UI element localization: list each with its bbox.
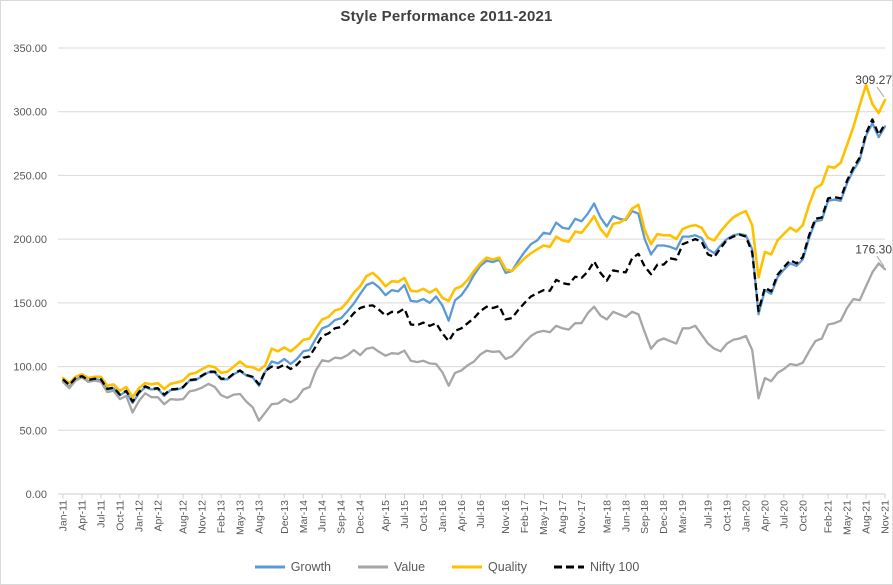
legend-key-growth-line: [254, 565, 285, 569]
x-tick-label: Feb-17: [519, 500, 531, 533]
y-tick-label: 0.00: [26, 489, 47, 501]
y-tick-label: 250.00: [13, 170, 47, 182]
x-tick-label: Apr-20: [759, 500, 771, 532]
legend-item-quality: Quality: [451, 560, 527, 574]
x-tick-label: Dec-18: [658, 500, 670, 534]
x-tick-label: Apr-15: [380, 500, 392, 532]
series-line-growth: [61, 122, 887, 405]
x-tick-label: Nov-12: [197, 500, 209, 534]
x-tick-label: Aug-17: [557, 500, 569, 534]
legend-label: Nifty 100: [589, 560, 640, 574]
x-tick-label: Mar-18: [601, 500, 613, 533]
x-tick-label: Aug-12: [178, 500, 190, 534]
x-tick-label: Jan-12: [133, 500, 145, 532]
legend: Growth Value Quality Nifty 100: [1, 557, 892, 577]
series-line-value: [61, 262, 887, 422]
x-tick-label: Oct-20: [797, 500, 809, 532]
x-tick-label: Aug-13: [254, 500, 266, 534]
data-label-leader-line: [876, 86, 885, 98]
x-tick-label: Jan-16: [437, 500, 449, 532]
legend-item-growth: Growth: [254, 560, 331, 574]
x-tick-label: May-21: [842, 500, 854, 535]
x-tick-label: Apr-11: [76, 500, 88, 531]
y-tick-label: 50.00: [19, 425, 47, 437]
legend-key-nifty-100-line: [553, 565, 584, 569]
x-tick-label: Jun-14: [317, 500, 329, 532]
x-tick-label: Nov-16: [500, 500, 512, 534]
series-line-quality: [61, 83, 887, 399]
x-tick-label: Oct-15: [418, 500, 430, 532]
x-tick-label: Jul-11: [95, 500, 107, 528]
legend-key-quality-line: [452, 565, 483, 569]
y-tick-label: 100.00: [13, 362, 47, 374]
x-tick-label: Jul-20: [778, 500, 790, 529]
x-tick-label: Mar-19: [677, 500, 689, 533]
legend-key-value-line: [358, 565, 388, 569]
legend-label: Value: [394, 560, 426, 574]
x-tick-label: Feb-21: [823, 500, 835, 533]
x-tick-label: Oct-19: [721, 500, 733, 532]
x-tick-label: May-17: [538, 500, 550, 535]
legend-item-nifty-100: Nifty 100: [553, 560, 639, 574]
chart-title: Style Performance 2011-2021: [340, 8, 553, 25]
x-tick-label: Sep-14: [336, 500, 348, 534]
y-tick-label: 150.00: [13, 298, 47, 310]
x-tick-label: Aug-21: [861, 500, 873, 534]
x-tick-label: Apr-12: [152, 500, 164, 532]
x-tick-label: Jan-11: [58, 500, 70, 531]
x-tick-label: Dec-14: [355, 500, 367, 534]
x-tick-label: Apr-16: [456, 500, 468, 532]
x-tick-label: Jan-20: [740, 500, 752, 532]
x-tick-label: Jul-15: [399, 500, 411, 529]
x-tick-label: Dec-13: [279, 500, 291, 534]
x-tick-label: Sep-18: [639, 500, 651, 534]
legend-item-value: Value: [357, 560, 425, 574]
series-line-nifty-100: [62, 118, 886, 403]
y-tick-label: 200.00: [13, 234, 47, 246]
data-label-quality: 309.27: [855, 73, 892, 87]
x-tick-label: Jul-16: [475, 500, 487, 529]
x-tick-label: Nov-17: [576, 500, 588, 534]
x-tick-label: May-13: [235, 500, 247, 535]
y-tick-label: 350.00: [13, 43, 47, 55]
data-label-leader-line: [876, 256, 885, 267]
x-tick-label: Jul-19: [702, 500, 714, 529]
x-tick-label: Feb-13: [216, 500, 228, 533]
legend-label: Quality: [488, 560, 527, 574]
data-label-value: 176.30: [855, 242, 892, 256]
y-tick-label: 300.00: [13, 107, 47, 119]
x-tick-label: Oct-11: [114, 500, 126, 531]
x-tick-label: Nov-21: [880, 500, 892, 534]
x-tick-label: Mar-14: [298, 500, 310, 533]
legend-label: Growth: [290, 560, 331, 574]
x-tick-label: Jun-18: [620, 500, 632, 532]
